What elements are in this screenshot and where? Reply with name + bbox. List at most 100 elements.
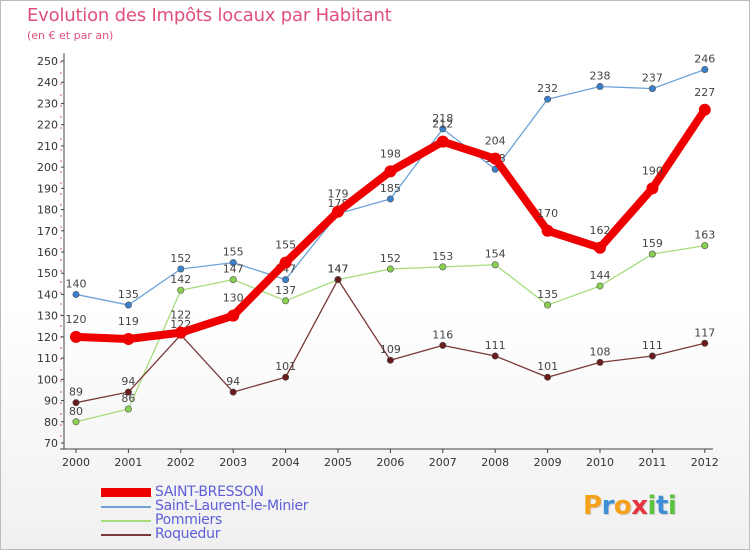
y-tick-label: 140 bbox=[37, 288, 58, 301]
legend-swatch-roquedur bbox=[101, 534, 151, 536]
legend-label: Pommiers bbox=[155, 512, 222, 528]
data-label-roquedur: 101 bbox=[537, 360, 558, 373]
data-point-roquedur bbox=[124, 388, 132, 396]
y-tick-label: 250 bbox=[37, 55, 58, 68]
y-tick-label: 130 bbox=[37, 310, 58, 323]
y-tick-label: 190 bbox=[37, 182, 58, 195]
data-point-saint-bresson bbox=[70, 330, 82, 343]
data-point-saint-bresson bbox=[332, 205, 344, 218]
data-label-saint-laurent-le-minier: 185 bbox=[380, 182, 401, 195]
x-tick-label: 2007 bbox=[429, 456, 457, 469]
y-tick-label: 160 bbox=[37, 246, 58, 259]
logo-letter: P bbox=[583, 491, 602, 521]
data-point-saint-bresson bbox=[594, 241, 606, 254]
data-point-pommiers bbox=[439, 263, 447, 271]
data-point-saint-laurent-le-minier bbox=[229, 259, 237, 267]
data-label-saint-laurent-le-minier: 135 bbox=[118, 288, 139, 301]
data-label-roquedur: 101 bbox=[275, 360, 296, 373]
x-tick-label: 2012 bbox=[691, 456, 719, 469]
data-point-roquedur bbox=[596, 358, 604, 366]
legend-swatch-saint-laurent-le-minier bbox=[101, 506, 151, 508]
data-label-pommiers: 147 bbox=[328, 263, 349, 276]
data-label-pommiers: 80 bbox=[69, 405, 83, 418]
data-label-roquedur: 116 bbox=[432, 328, 453, 341]
data-label-saint-bresson: 155 bbox=[275, 239, 296, 252]
legend-label: Saint-Laurent-le-Minier bbox=[155, 498, 309, 514]
data-point-pommiers bbox=[386, 265, 394, 273]
data-point-pommiers bbox=[701, 242, 709, 250]
proxiti-logo: Proxiti bbox=[583, 491, 677, 521]
data-label-roquedur: 89 bbox=[69, 386, 83, 399]
data-point-saint-laurent-le-minier bbox=[648, 85, 656, 93]
y-tick-label: 90 bbox=[44, 395, 58, 408]
data-label-saint-bresson: 198 bbox=[380, 147, 401, 160]
chart-subtitle: (en € et par an) bbox=[27, 29, 114, 42]
data-point-saint-laurent-le-minier bbox=[596, 82, 604, 90]
data-label-roquedur: 109 bbox=[380, 343, 401, 356]
data-point-saint-bresson bbox=[698, 103, 711, 116]
data-label-pommiers: 153 bbox=[432, 250, 453, 263]
x-tick-label: 2004 bbox=[272, 456, 300, 469]
y-tick-label: 240 bbox=[37, 76, 58, 89]
data-label-roquedur: 94 bbox=[226, 375, 240, 388]
data-label-saint-bresson: 119 bbox=[118, 315, 139, 328]
data-point-pommiers bbox=[491, 261, 499, 269]
data-point-pommiers bbox=[177, 286, 185, 294]
data-label-saint-bresson: 227 bbox=[694, 86, 715, 99]
x-tick-label: 2011 bbox=[638, 456, 666, 469]
x-tick-label: 2001 bbox=[114, 456, 142, 469]
data-point-roquedur bbox=[544, 373, 552, 381]
data-label-pommiers: 137 bbox=[275, 284, 296, 297]
data-point-saint-bresson bbox=[227, 309, 240, 322]
x-tick-label: 2010 bbox=[586, 456, 614, 469]
data-point-saint-laurent-le-minier bbox=[701, 65, 709, 73]
data-label-pommiers: 159 bbox=[642, 237, 663, 250]
logo-letter: t bbox=[655, 491, 668, 521]
data-label-saint-bresson: 120 bbox=[66, 313, 87, 326]
logo-letter: i bbox=[667, 491, 677, 521]
data-label-pommiers: 147 bbox=[223, 263, 244, 276]
data-label-saint-laurent-le-minier: 218 bbox=[432, 112, 453, 125]
data-point-saint-bresson bbox=[174, 326, 187, 339]
data-label-saint-bresson: 130 bbox=[223, 292, 244, 305]
data-point-saint-bresson bbox=[646, 182, 659, 195]
data-point-roquedur bbox=[491, 352, 499, 360]
data-point-saint-laurent-le-minier bbox=[439, 125, 447, 133]
data-point-saint-bresson bbox=[384, 165, 397, 178]
legend-swatch-saint-bresson bbox=[101, 488, 151, 497]
y-tick-label: 200 bbox=[37, 161, 58, 174]
y-tick-label: 80 bbox=[44, 416, 58, 429]
data-label-pommiers: 154 bbox=[485, 248, 506, 261]
x-tick-label: 2006 bbox=[376, 456, 404, 469]
y-tick-label: 230 bbox=[37, 97, 58, 110]
x-tick-label: 2008 bbox=[481, 456, 509, 469]
data-point-saint-bresson bbox=[541, 224, 554, 237]
data-point-saint-laurent-le-minier bbox=[544, 95, 552, 103]
y-tick-label: 210 bbox=[37, 140, 58, 153]
data-point-saint-laurent-le-minier bbox=[72, 290, 80, 298]
y-tick-label: 70 bbox=[44, 437, 58, 450]
data-label-pommiers: 142 bbox=[170, 273, 191, 286]
data-label-pommiers: 163 bbox=[694, 229, 715, 242]
y-tick-label: 150 bbox=[37, 267, 58, 280]
x-tick-label: 2000 bbox=[62, 456, 90, 469]
data-label-saint-laurent-le-minier: 238 bbox=[590, 69, 611, 82]
data-point-pommiers bbox=[648, 250, 656, 258]
data-point-saint-bresson bbox=[279, 256, 292, 269]
data-point-saint-bresson bbox=[489, 152, 502, 165]
series-line-roquedur bbox=[75, 278, 706, 404]
data-point-roquedur bbox=[386, 356, 394, 364]
data-label-saint-laurent-le-minier: 237 bbox=[642, 72, 663, 85]
data-label-saint-bresson: 162 bbox=[590, 224, 611, 237]
data-point-pommiers bbox=[72, 418, 80, 426]
chart-title: Evolution des Impôts locaux par Habitant bbox=[27, 5, 392, 26]
data-point-saint-laurent-le-minier bbox=[177, 265, 185, 273]
data-label-saint-bresson: 212 bbox=[432, 118, 453, 131]
data-point-roquedur bbox=[72, 399, 80, 407]
data-point-roquedur bbox=[282, 373, 290, 381]
data-label-saint-laurent-le-minier: 232 bbox=[537, 82, 558, 95]
data-point-roquedur bbox=[229, 388, 237, 396]
x-tick-label: 2009 bbox=[534, 456, 562, 469]
data-label-pommiers: 135 bbox=[537, 288, 558, 301]
